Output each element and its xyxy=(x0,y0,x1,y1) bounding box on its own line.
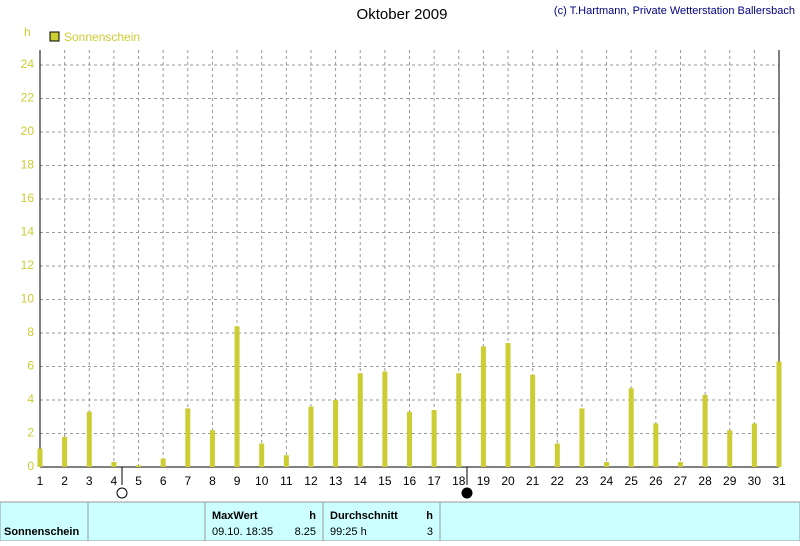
y-tick-label: 22 xyxy=(21,91,35,105)
bar xyxy=(86,411,92,467)
bar xyxy=(209,430,215,467)
x-tick-label: 10 xyxy=(255,474,269,488)
bar xyxy=(579,408,585,467)
legend-swatch xyxy=(49,31,60,42)
bar xyxy=(653,423,659,467)
bar xyxy=(554,443,560,467)
bar xyxy=(136,465,142,467)
table-bg xyxy=(0,501,800,542)
bar xyxy=(702,394,708,467)
y-tick-label: 16 xyxy=(21,191,35,205)
x-tick-label: 14 xyxy=(354,474,368,488)
cell: 09.10. 18:35 xyxy=(212,526,273,538)
legend-label: Sonnenschein xyxy=(64,30,140,44)
bar xyxy=(776,361,782,467)
bar xyxy=(727,430,733,467)
x-tick-label: 1 xyxy=(37,474,44,488)
bar xyxy=(604,461,610,467)
bar xyxy=(234,326,240,467)
x-tick-label: 21 xyxy=(526,474,540,488)
x-tick-label: 9 xyxy=(234,474,241,488)
y-tick-label: 12 xyxy=(21,258,35,272)
y-tick-label: 20 xyxy=(21,124,35,138)
x-tick-label: 4 xyxy=(111,474,118,488)
x-tick-label: 29 xyxy=(723,474,737,488)
x-tick-label: 23 xyxy=(575,474,589,488)
x-tick-label: 31 xyxy=(772,474,786,488)
y-tick-label: 18 xyxy=(21,158,35,172)
cell: 99:25 h xyxy=(330,526,367,538)
col-header: Durchschnitt xyxy=(330,510,398,522)
x-tick-label: 20 xyxy=(501,474,515,488)
bar xyxy=(62,436,68,467)
y-tick-label: 8 xyxy=(27,325,34,339)
bar xyxy=(111,461,117,467)
x-tick-label: 11 xyxy=(280,474,293,488)
y-tick-label: 24 xyxy=(21,57,35,71)
x-tick-label: 6 xyxy=(160,474,167,488)
x-tick-label: 25 xyxy=(625,474,639,488)
credit: (c) T.Hartmann, Private Wetterstation Ba… xyxy=(554,5,795,17)
col-header: MaxWert xyxy=(212,510,258,522)
bar xyxy=(185,408,191,467)
bar xyxy=(677,461,683,467)
x-tick-label: 28 xyxy=(698,474,712,488)
full-moon xyxy=(116,487,128,499)
x-tick-label: 17 xyxy=(427,474,441,488)
y-axis-label: h xyxy=(24,25,31,39)
new-moon xyxy=(461,487,473,499)
y-tick-label: 2 xyxy=(27,426,34,440)
x-tick-label: 13 xyxy=(329,474,343,488)
y-tick-label: 10 xyxy=(21,292,35,306)
y-tick-label: 0 xyxy=(27,459,34,473)
chart-title: Oktober 2009 xyxy=(357,6,448,23)
summary-table: Sonnenschein MaxWert h 09.10. 18:35 8.25… xyxy=(0,501,800,542)
x-tick-label: 22 xyxy=(551,474,565,488)
bar xyxy=(751,423,757,467)
bar xyxy=(407,411,412,467)
bar xyxy=(333,400,339,467)
bar xyxy=(357,373,363,467)
x-tick-label: 16 xyxy=(403,474,417,488)
bar xyxy=(628,388,634,467)
x-tick-label: 27 xyxy=(674,474,688,488)
x-tick-label: 5 xyxy=(135,474,142,488)
bar xyxy=(456,373,462,467)
x-tick-label: 12 xyxy=(304,474,318,488)
x-tick-label: 30 xyxy=(748,474,762,488)
bar xyxy=(382,371,388,467)
y-tick-label: 6 xyxy=(27,359,34,373)
bar xyxy=(530,374,536,467)
bar xyxy=(259,443,265,467)
row-label: Sonnenschein xyxy=(4,526,79,538)
x-tick-label: 19 xyxy=(477,474,491,488)
y-tick-label: 14 xyxy=(21,225,35,239)
x-tick-label: 18 xyxy=(452,474,466,488)
bar xyxy=(308,406,314,467)
bar xyxy=(431,410,437,467)
col-unit: h xyxy=(426,510,433,522)
x-tick-label: 3 xyxy=(86,474,93,488)
x-tick-label: 2 xyxy=(61,474,68,488)
cell: 3 xyxy=(427,526,433,538)
bar xyxy=(160,458,166,467)
bar xyxy=(480,346,486,467)
x-tick-label: 8 xyxy=(209,474,216,488)
x-tick-label: 15 xyxy=(378,474,392,488)
bar xyxy=(283,455,289,467)
y-tick-label: 4 xyxy=(27,392,34,406)
bar xyxy=(505,343,511,467)
x-tick-label: 26 xyxy=(649,474,663,488)
col-unit: h xyxy=(309,510,316,522)
cell: 8.25 xyxy=(295,526,316,538)
x-tick-label: 7 xyxy=(184,474,191,488)
bar xyxy=(37,448,43,467)
x-tick-label: 24 xyxy=(600,474,614,488)
